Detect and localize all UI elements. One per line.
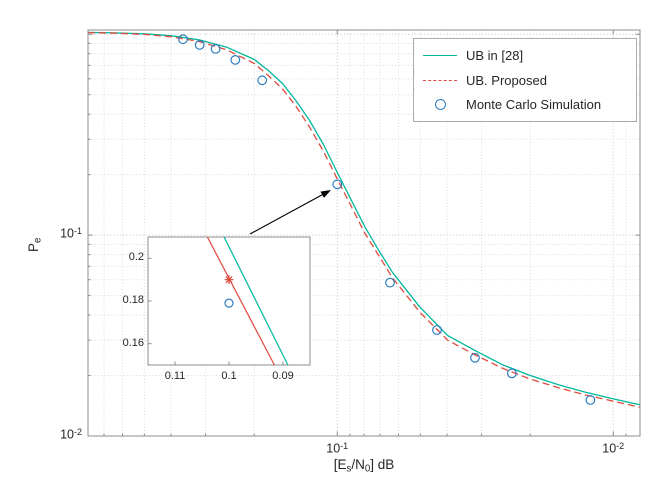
legend-label: Monte Carlo Simulation [466, 96, 602, 112]
y-axis-label-sub: e [32, 237, 44, 243]
montecarlo-marker [470, 352, 480, 363]
x-axis-label-sub: s [346, 463, 352, 475]
series-line-ub28 [87, 31, 641, 406]
montecarlo-marker [432, 325, 442, 335]
legend-item-proposed: UB. Proposed [414, 73, 636, 88]
legend-sample [423, 98, 457, 110]
annotation-arrow-head [320, 190, 331, 198]
legend-item-ub28: UB in [28] [414, 48, 636, 63]
dashed-line-icon [423, 79, 457, 81]
inset-star-marker [225, 276, 233, 284]
x-axis-label: [Es/N0] dB [88, 457, 640, 474]
legend-label: UB. Proposed [466, 72, 547, 88]
y-axis-label: Pe [26, 238, 43, 252]
montecarlo-marker [332, 179, 343, 190]
annotation-arrow-line [249, 194, 323, 235]
y-axis-label-main: P [26, 242, 41, 252]
circle-marker-icon [434, 98, 446, 110]
legend: UB in [28] UB. Proposed Monte Carlo Simu… [413, 38, 637, 122]
inset-line-proposed [206, 236, 275, 366]
axes-box [87, 29, 641, 437]
montecarlo-marker [257, 75, 268, 86]
legend-label: UB in [28] [466, 48, 524, 64]
legend-sample [423, 79, 457, 81]
x-axis-label-sub: 0 [364, 463, 371, 475]
x-axis-label-part: [E [333, 457, 347, 472]
legend-sample [423, 55, 457, 57]
montecarlo-marker [385, 277, 395, 288]
legend-item-montecarlo: Monte Carlo Simulation [414, 97, 636, 112]
x-axis-label-part: /N [351, 457, 365, 472]
montecarlo-marker [194, 40, 205, 50]
montecarlo-marker [585, 395, 596, 405]
inset-line-ub28 [223, 236, 289, 366]
x-axis-label-part: ] dB [370, 457, 395, 472]
montecarlo-marker [210, 44, 221, 54]
montecarlo-marker [507, 368, 517, 379]
montecarlo-marker [230, 55, 241, 65]
montecarlo-marker [178, 34, 188, 45]
inset-box [147, 236, 311, 366]
inset-circle-marker [224, 298, 234, 308]
solid-line-icon [423, 55, 457, 57]
